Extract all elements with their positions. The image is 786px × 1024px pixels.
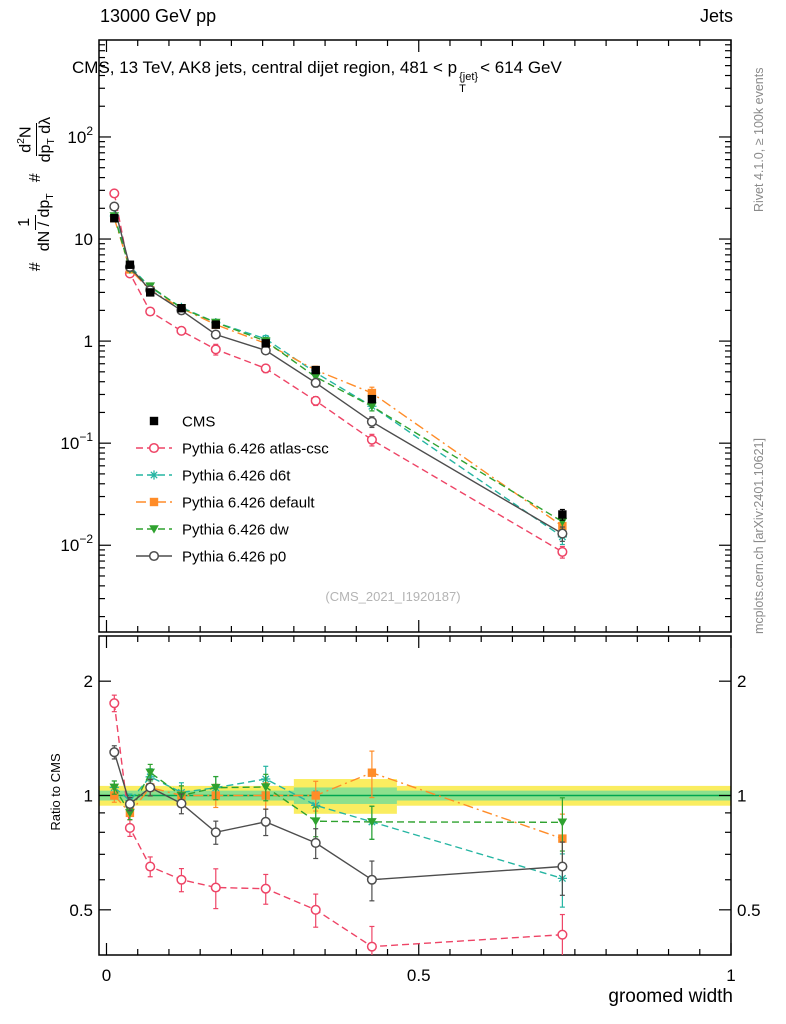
x-axis-label: groomed width [608, 986, 733, 1007]
legend-entry-default: Pythia 6.426 default [136, 495, 315, 512]
axis-ticks [99, 40, 732, 955]
svg-text:10−2: 10−2 [60, 532, 93, 555]
svg-text:1: 1 [726, 966, 735, 985]
svg-text:1: 1 [84, 332, 93, 351]
svg-text:0.5: 0.5 [407, 966, 431, 985]
ylabel-frac2-num: d2N [15, 123, 37, 156]
legend-entry-dw: Pythia 6.426 dw [136, 522, 289, 539]
legend-entry-cms: CMS [149, 414, 215, 431]
ylabel-fraction-2: d2N dpT dλ [15, 114, 57, 166]
ylabel-frac1-num: 1 [16, 214, 36, 230]
plot-title-post: < 614 GeV [480, 58, 562, 77]
legend-label-p0: Pythia 6.426 p0 [182, 549, 286, 566]
legend-entry-p0: Pythia 6.426 p0 [136, 549, 286, 566]
ylabel-frac1-den: dN / dpT [35, 193, 56, 252]
ylabel-frac2-den: dpT dλ [36, 116, 57, 163]
series-atlas-csc-ratio [109, 694, 568, 955]
legend-label-atlas-csc: Pythia 6.426 atlas-csc [182, 441, 329, 458]
main-y-axis-label: # 1 dN / dpT # d2N dpT dλ [6, 40, 66, 345]
series-atlas-csc-main [109, 188, 568, 559]
legend-label-default: Pythia 6.426 default [182, 495, 315, 512]
svg-text:1: 1 [737, 787, 746, 806]
svg-text:102: 102 [67, 124, 93, 147]
legend-entry-atlas-csc: Pythia 6.426 atlas-csc [136, 441, 329, 458]
analysis-group-label: Jets [699, 6, 733, 26]
pt-jet-sub: T [459, 82, 466, 95]
analysis-id-watermark: (CMS_2021_I1920187) [325, 589, 461, 604]
series-p0-main [109, 201, 568, 542]
series-d6t-main [109, 211, 567, 546]
legend: CMS Pythia 6.426 atlas-csc Pythia 6.426 d6… [136, 414, 329, 566]
ylabel-fraction-1: 1 dN / dpT [16, 190, 56, 254]
pt-jet-supsub: {jet} T [459, 71, 479, 95]
ratio-y-axis-label: Ratio to CMS [48, 753, 63, 831]
main-panel-frame [98, 39, 732, 633]
svg-text:0.5: 0.5 [69, 901, 93, 920]
svg-text:0: 0 [102, 966, 111, 985]
cms-uncertainty-band [99, 779, 731, 814]
series-cms-main [110, 214, 567, 521]
pt-jet-sup: {jet} [459, 71, 479, 83]
series-p0-ratio [109, 745, 568, 902]
plot-title: CMS, 13 TeV, AK8 jets, central dijet reg… [72, 58, 562, 95]
legend-label-dw: Pythia 6.426 dw [182, 522, 289, 539]
legend-label-d6t: Pythia 6.426 d6t [182, 468, 291, 485]
svg-text:10−1: 10−1 [60, 430, 93, 453]
ylabel-hash-2: # [27, 173, 44, 183]
ylabel-hash-1: # [27, 262, 44, 272]
series-default-main [110, 214, 567, 535]
legend-label-cms: CMS [182, 414, 215, 431]
axis-tick-labels: 102 10 1 10−1 10−2 2 2 1 1 0.5 0.5 0 0.5 1 [60, 124, 760, 985]
svg-text:0.5: 0.5 [737, 901, 761, 920]
svg-text:2: 2 [84, 672, 93, 691]
rivet-version-note: Rivet 4.1.0, ≥ 100k events [752, 67, 766, 212]
legend-entry-d6t: Pythia 6.426 d6t [136, 468, 291, 485]
beam-energy-label: 13000 GeV pp [100, 6, 217, 26]
svg-text:2: 2 [737, 672, 746, 691]
plot-title-pre: CMS, 13 TeV, AK8 jets, central dijet reg… [72, 58, 458, 77]
svg-text:1: 1 [84, 787, 93, 806]
svg-text:10: 10 [74, 230, 93, 249]
mcplots-arxiv-note: mcplots.cern.ch [arXiv:2401.10621] [752, 438, 766, 634]
